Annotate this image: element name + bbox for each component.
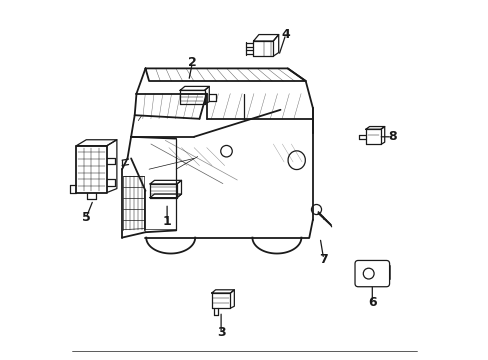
FancyBboxPatch shape — [354, 261, 389, 287]
Text: 2: 2 — [187, 57, 196, 69]
Text: 6: 6 — [367, 296, 376, 309]
Circle shape — [363, 268, 373, 279]
Text: 3: 3 — [216, 327, 225, 339]
Text: 7: 7 — [319, 253, 327, 266]
Circle shape — [220, 145, 232, 157]
Circle shape — [311, 204, 321, 215]
Text: 1: 1 — [163, 215, 171, 228]
Text: 4: 4 — [281, 28, 290, 41]
Text: 8: 8 — [387, 130, 396, 143]
Text: 5: 5 — [81, 211, 90, 224]
